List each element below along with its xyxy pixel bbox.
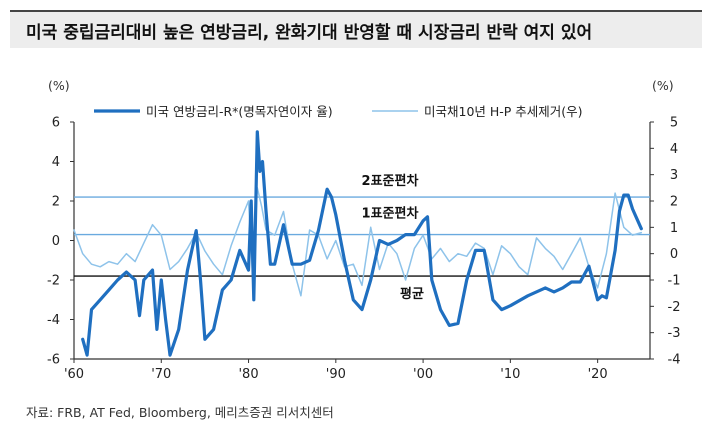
reference-label-2: 1표준편차 [362, 206, 419, 222]
reference-label-3: 평균 [400, 286, 424, 302]
left-tick-label: -6 [47, 353, 60, 368]
series-line-us10y-detrended [73, 187, 643, 297]
title-bar: 미국 중립금리대비 높은 연방금리, 완화기대 반영할 때 시장금리 반락 여지… [10, 10, 702, 48]
left-tick-label: 2 [52, 195, 60, 210]
right-tick-label: -2 [668, 300, 681, 315]
reference-label-1: 2표준편차 [362, 173, 419, 189]
legend-label-series-2: 미국채10년 H-P 추세제거(우) [424, 104, 583, 119]
right-tick-label: 3 [670, 168, 678, 183]
right-tick-label: 2 [670, 195, 678, 210]
x-tick-label: '60 [64, 367, 84, 382]
x-tick-label: '80 [238, 367, 258, 382]
right-tick-label: 4 [670, 142, 678, 157]
right-tick-label: 1 [670, 221, 678, 236]
x-tick-label: '00 [413, 367, 433, 382]
right-tick-label: 5 [670, 116, 678, 131]
left-tick-label: -4 [47, 313, 60, 328]
right-tick-label: -4 [668, 353, 681, 368]
right-tick-label: -1 [668, 274, 681, 289]
left-tick-label: 4 [52, 155, 60, 170]
series-line-fed-minus-rstar [81, 130, 643, 357]
x-tick-label: '20 [588, 367, 608, 382]
right-tick-label: 0 [670, 247, 678, 262]
x-tick-label: '70 [151, 367, 171, 382]
left-tick-label: 0 [52, 234, 60, 249]
left-tick-label: 6 [52, 116, 60, 131]
right-tick-label: -3 [668, 326, 681, 341]
right-axis-unit: (%) [652, 78, 674, 93]
x-tick-label: '10 [500, 367, 520, 382]
left-axis-unit: (%) [48, 78, 70, 93]
x-tick-label: '90 [326, 367, 346, 382]
left-tick-label: -2 [47, 274, 60, 289]
chart-title: 미국 중립금리대비 높은 연방금리, 완화기대 반영할 때 시장금리 반락 여지… [26, 23, 593, 43]
source-note: 자료: FRB, AT Fed, Bloomberg, 메리츠증권 리서치센터 [26, 405, 334, 420]
legend-label-series-1: 미국 연방금리-R*(명목자연이자 율) [146, 104, 333, 119]
